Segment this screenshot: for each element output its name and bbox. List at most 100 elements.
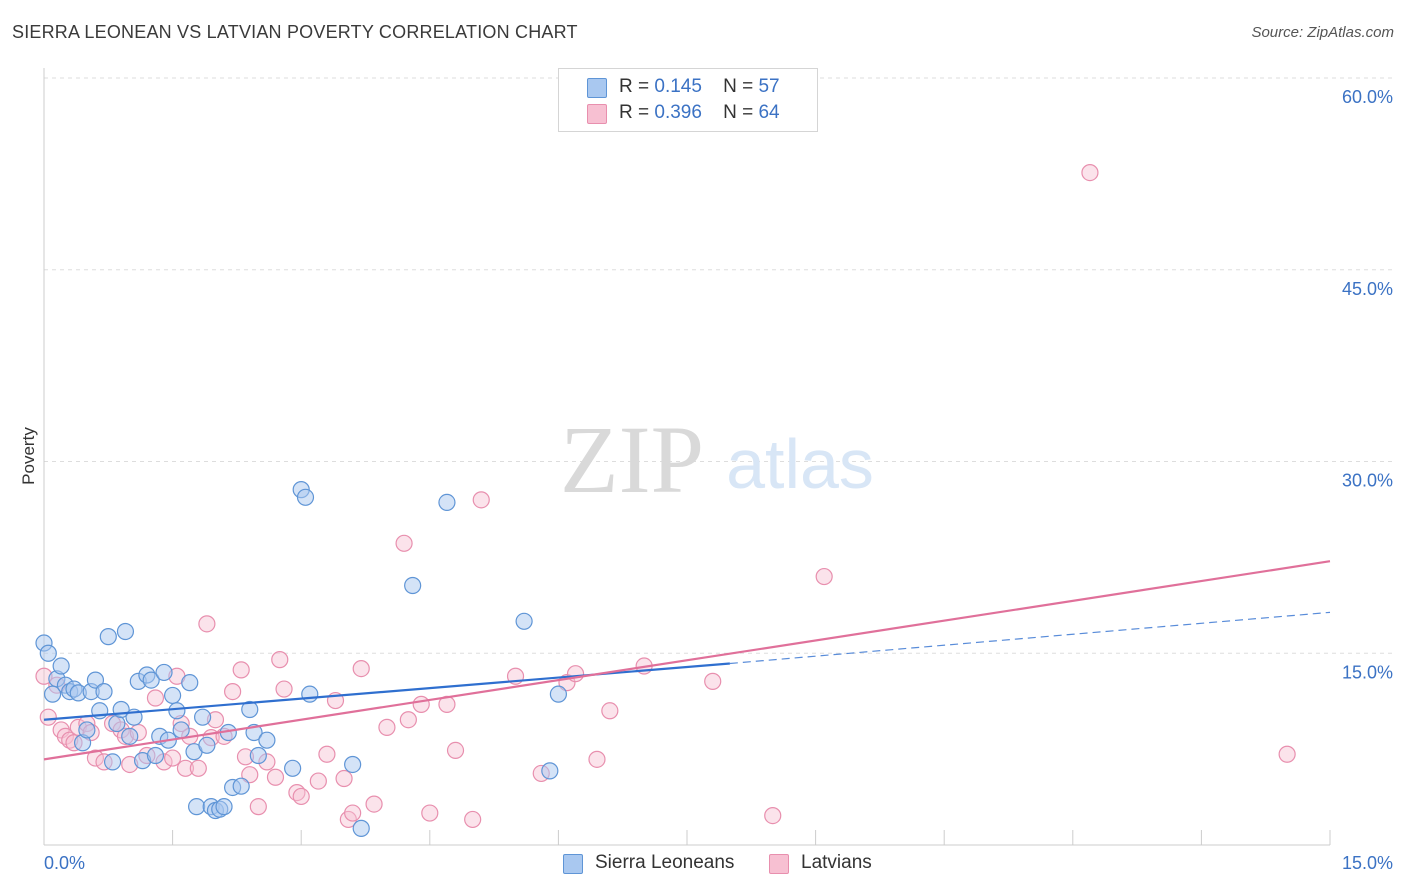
y-tick-labels: 15.0% 30.0% 45.0% 60.0%: [1342, 87, 1393, 682]
latvian-point: [412, 695, 430, 713]
sierra-leonean-point: [258, 731, 276, 749]
latvian-point: [86, 749, 105, 767]
y-tick-label: 60.0%: [1342, 87, 1393, 107]
latvian-point: [164, 749, 182, 767]
sierra-leonean-trend-line: [43, 662, 730, 721]
bottom-legend-swatch-pink: [769, 854, 789, 874]
latvian-point: [365, 795, 383, 813]
sierra-leonean-point: [78, 721, 96, 739]
latvian-point: [421, 804, 439, 822]
legend-swatch-blue: [587, 78, 607, 98]
sierra-leonean-point: [121, 727, 139, 745]
sierra-leonean-point: [352, 819, 370, 837]
latvian-point: [271, 651, 289, 669]
sierra-leonean-point: [168, 702, 186, 720]
latvian-point: [266, 768, 285, 786]
sierra-leonean-point: [301, 685, 319, 703]
legend-swatch-pink: [587, 104, 607, 124]
latvian-point: [189, 759, 207, 777]
sierra-leonean-point: [95, 682, 113, 701]
legend-n-label: N =: [723, 102, 754, 123]
latvian-point: [146, 689, 165, 707]
legend-r-label: R =: [619, 102, 650, 123]
latvian-point: [764, 806, 782, 825]
latvian-point: [588, 750, 606, 768]
sierra-leonean-point: [249, 746, 267, 765]
legend-r-label: R =: [619, 76, 650, 97]
y-tick-label: 15.0%: [1342, 662, 1393, 682]
x-tick-label: 15.0%: [1342, 853, 1393, 873]
bottom-legend-label: Sierra Leoneans: [595, 852, 735, 873]
latvian-point: [1081, 163, 1099, 182]
sierra-leonean-point: [541, 762, 559, 780]
latvian-point: [446, 741, 465, 760]
sierra-leonean-point: [99, 628, 117, 646]
sierra-leonean-point: [344, 755, 362, 774]
latvian-point: [176, 759, 195, 777]
sierra-leonean-point: [181, 674, 199, 692]
sierra-leonean-point: [438, 493, 456, 512]
legend-r-value: 0.396: [654, 102, 702, 123]
latvian-point: [335, 769, 353, 788]
x-tick-label: 0.0%: [44, 853, 85, 873]
sierra-leonean-point: [155, 663, 173, 682]
y-axis-label: Poverty: [19, 427, 38, 485]
watermark: ZIP atlas: [560, 406, 874, 513]
bottom-legend-swatch-blue: [563, 854, 583, 874]
grid-lines: [44, 77, 1395, 654]
sierra-leonean-point: [215, 798, 233, 816]
legend-n-label: N =: [723, 76, 754, 97]
latvian-point: [1278, 745, 1296, 763]
latvian-point: [198, 615, 216, 633]
latvian-point: [344, 804, 362, 822]
sierra-leonean-point: [194, 708, 212, 726]
latvian-point: [378, 718, 396, 736]
sierra-leonean-point: [296, 488, 315, 506]
sierra-leonean-point: [116, 622, 135, 641]
sierra-leonean-point: [172, 721, 190, 739]
chart-title: SIERRA LEONEAN VS LATVIAN POVERTY CORREL…: [12, 22, 578, 42]
legend-r-value: 0.145: [654, 76, 702, 97]
sierra-leonean-point: [164, 686, 182, 705]
sierra-leonean-point: [103, 753, 122, 771]
latvian-point: [399, 711, 417, 729]
watermark-atlas: atlas: [726, 425, 874, 503]
latvian-point: [601, 702, 619, 720]
latvian-point: [224, 682, 242, 701]
latvian-point: [352, 659, 370, 678]
legend: R = 0.145 N = 57 R = 0.396 N = 64: [558, 68, 818, 132]
sierra-leonean-points: [35, 481, 568, 837]
trend-lines: [43, 560, 1331, 761]
sierra-leonean-point: [198, 736, 216, 754]
bottom-legend-label: Latvians: [801, 852, 872, 873]
sierra-leonean-point: [549, 685, 568, 703]
latvian-trend-line: [43, 560, 1331, 761]
sierra-leonean-point: [142, 671, 160, 689]
sierra-leonean-trend-extension: [729, 611, 1331, 665]
latvian-point: [704, 672, 722, 690]
latvian-point: [815, 567, 833, 586]
sierra-leonean-point: [284, 759, 302, 777]
sierra-leonean-point: [404, 576, 422, 595]
latvian-point: [472, 491, 490, 509]
legend-n-value: 57: [758, 76, 780, 97]
sierra-leonean-point: [52, 657, 70, 675]
latvian-point: [249, 798, 267, 816]
latvian-point: [309, 772, 327, 790]
latvian-point: [318, 745, 336, 763]
sierra-leonean-point: [188, 798, 206, 816]
legend-n-value: 64: [758, 102, 780, 123]
axes: [43, 68, 1331, 846]
latvian-point: [232, 661, 250, 679]
source-label: Source: ZipAtlas.com: [1251, 24, 1394, 41]
sierra-leonean-point: [515, 612, 533, 630]
latvian-point: [275, 680, 293, 698]
x-tick-labels: 0.0% 15.0%: [44, 853, 1393, 873]
latvian-point: [39, 708, 57, 726]
latvian-point: [292, 787, 310, 806]
y-tick-label: 30.0%: [1342, 471, 1393, 491]
latvian-point: [464, 810, 482, 829]
latvian-point: [395, 534, 413, 552]
sierra-leonean-point: [232, 777, 250, 795]
